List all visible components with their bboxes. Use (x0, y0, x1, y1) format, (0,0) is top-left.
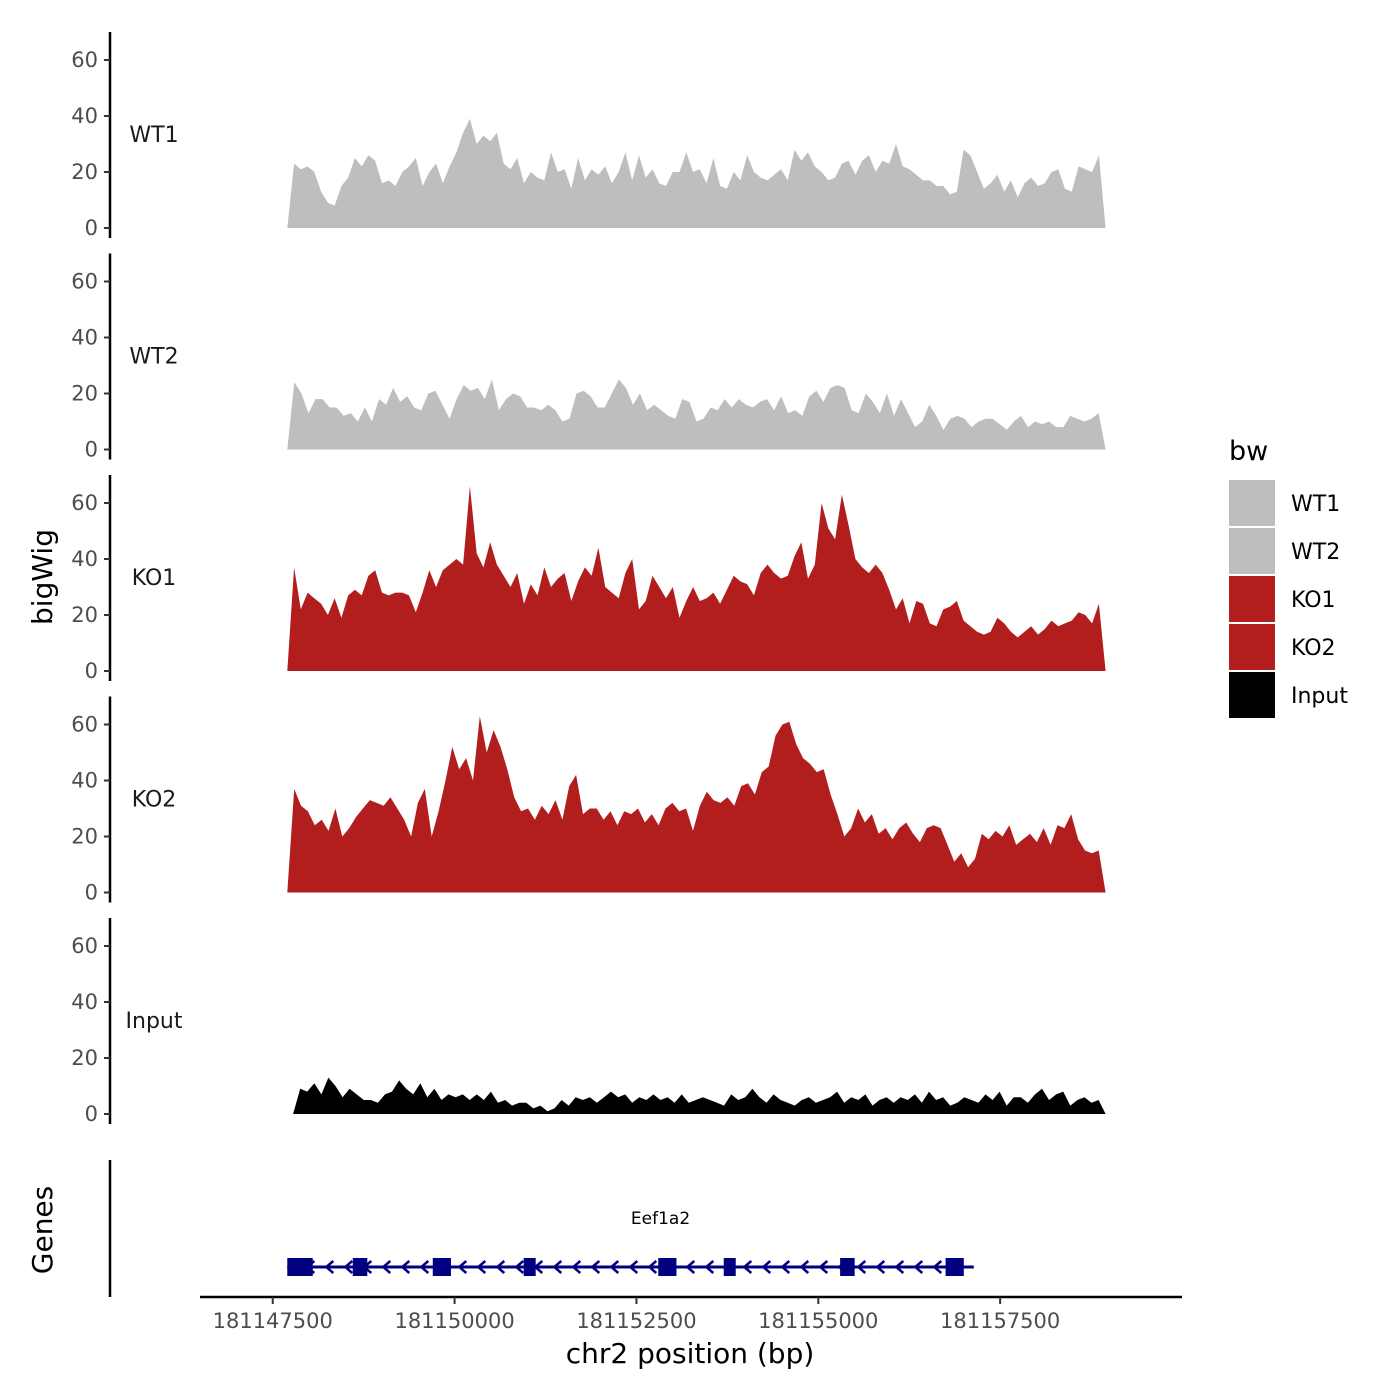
track-panel-wt1: 0 20 40 60 WT1 (71, 32, 1106, 240)
exon-block (658, 1258, 677, 1276)
x-tick-label: 181152500 (576, 1309, 696, 1333)
strand-arrow (799, 1260, 810, 1274)
strand-arrow (647, 1260, 658, 1274)
y-tick-label: 60 (71, 48, 98, 72)
strand-arrow (932, 1260, 943, 1274)
strand-arrow (571, 1260, 582, 1274)
y-tick-label: 0 (85, 659, 98, 683)
strand-arrow (419, 1260, 430, 1274)
strand-arrow (457, 1260, 468, 1274)
strand-arrow (609, 1260, 620, 1274)
legend-swatch-wt2 (1229, 528, 1275, 574)
coverage-area-wt1 (287, 118, 1106, 228)
y-tick-label: 0 (85, 216, 98, 240)
exon-block (723, 1258, 736, 1276)
y-tick-label: 60 (71, 934, 98, 958)
strand-arrow (818, 1260, 829, 1274)
y-tick-label: 20 (71, 1046, 98, 1070)
strand-arrow (875, 1260, 886, 1274)
track-label-input: Input (126, 1009, 183, 1034)
y-tick-label: 40 (71, 104, 98, 128)
genes-track: Genes Eef1a2 (26, 1160, 974, 1297)
exon-block (945, 1258, 964, 1276)
track-panel-wt2: 0 20 40 60 WT2 (71, 253, 1106, 462)
strand-arrow (590, 1260, 601, 1274)
y-tick-label: 0 (85, 881, 98, 905)
y-tick-label: 20 (71, 382, 98, 406)
track-label-wt1: WT1 (129, 123, 178, 148)
strand-arrow (894, 1260, 905, 1274)
y-tick-label: 20 (71, 603, 98, 627)
strand-arrow (476, 1260, 487, 1274)
strand-arrow (324, 1260, 335, 1274)
genes-track-title: Genes (26, 1186, 59, 1274)
legend-swatch-ko1 (1229, 576, 1275, 622)
track-label-wt2: WT2 (129, 345, 178, 370)
exon-block (287, 1258, 313, 1276)
legend-label-input: Input (1291, 684, 1348, 709)
coverage-area-ko1 (287, 486, 1106, 671)
coverage-area-input (293, 1077, 1106, 1114)
x-tick-label: 181157500 (940, 1309, 1060, 1333)
strand-arrow (780, 1260, 791, 1274)
strand-arrow (400, 1260, 411, 1274)
legend-label-ko2: KO2 (1291, 636, 1336, 661)
legend-title: bw (1229, 436, 1268, 467)
track-label-ko2: KO2 (132, 788, 177, 813)
exon-block (523, 1258, 536, 1276)
legend-label-wt1: WT1 (1291, 492, 1340, 517)
legend-label-ko1: KO1 (1291, 588, 1336, 613)
y-tick-label: 40 (71, 769, 98, 793)
strand-arrow (685, 1260, 696, 1274)
strand-arrow (514, 1260, 525, 1274)
x-tick-label: 181147500 (213, 1309, 333, 1333)
track-panel-ko1: 0 20 40 60 KO1 (71, 475, 1106, 683)
y-tick-label: 40 (71, 326, 98, 350)
strand-arrow (552, 1260, 563, 1274)
strand-arrow (856, 1260, 867, 1274)
y-tick-label: 0 (85, 1102, 98, 1126)
coverage-area-ko2 (287, 716, 1106, 893)
y-tick-label: 60 (71, 713, 98, 737)
y-axis-title: bigWig (26, 529, 59, 625)
legend-swatch-wt1 (1229, 480, 1275, 526)
y-tick-label: 40 (71, 547, 98, 571)
legend-label-wt2: WT2 (1291, 540, 1340, 565)
x-tick-label: 181150000 (394, 1309, 514, 1333)
y-tick-label: 0 (85, 438, 98, 462)
legend-swatch-input (1229, 672, 1275, 718)
strand-arrow (913, 1260, 924, 1274)
strand-arrow (343, 1260, 354, 1274)
x-tick-label: 181155000 (758, 1309, 878, 1333)
track-panel-ko2: 0 20 40 60 KO2 (71, 696, 1106, 905)
y-tick-label: 20 (71, 825, 98, 849)
x-axis-title: chr2 position (bp) (566, 1337, 815, 1370)
coverage-area-wt2 (287, 379, 1106, 450)
y-tick-label: 40 (71, 990, 98, 1014)
track-label-ko1: KO1 (132, 566, 177, 591)
strand-arrow (628, 1260, 639, 1274)
exon-block (840, 1258, 855, 1276)
exon-block (432, 1258, 451, 1276)
track-panel-input: 0 20 40 60 Input (71, 918, 1106, 1126)
y-tick-label: 60 (71, 491, 98, 515)
strand-arrow (761, 1260, 772, 1274)
y-tick-label: 60 (71, 270, 98, 294)
legend: bw WT1 WT2 KO1 KO2 Input (1229, 436, 1348, 718)
x-axis: 181147500 181150000 181152500 181155000 1811… (200, 1295, 1182, 1370)
strand-arrow (704, 1260, 715, 1274)
gene-name-label: Eef1a2 (631, 1209, 690, 1229)
y-tick-label: 20 (71, 160, 98, 184)
exon-block (352, 1258, 368, 1276)
strand-arrow (381, 1260, 392, 1274)
legend-swatch-ko2 (1229, 624, 1275, 670)
strand-arrow (495, 1260, 506, 1274)
strand-arrow (742, 1260, 753, 1274)
